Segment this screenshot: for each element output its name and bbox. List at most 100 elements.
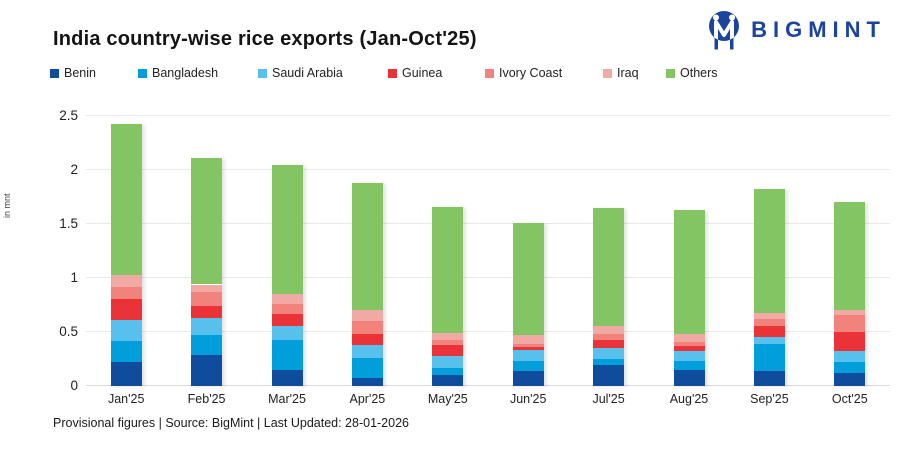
segment-iraq <box>432 333 464 340</box>
legend-label: Others <box>680 66 718 80</box>
segment-saudi-arabia <box>351 344 383 358</box>
legend-label: Bangladesh <box>152 66 219 80</box>
stacked-bar-apr25 <box>351 182 383 386</box>
legend-item-others: Others <box>666 66 718 80</box>
legend-label: Saudi Arabia <box>272 66 343 80</box>
segment-others <box>191 158 223 285</box>
legend-swatch-icon <box>666 68 675 78</box>
y-tick-label: 1.5 <box>59 216 78 231</box>
segment-iraq <box>110 274 142 287</box>
segment-iraq <box>351 310 383 322</box>
gridline-2 <box>86 169 890 170</box>
x-tick-label: May'25 <box>427 392 468 406</box>
segment-ivory-coast <box>593 334 625 340</box>
segment-others <box>593 207 625 326</box>
segment-bangladesh <box>271 339 303 370</box>
y-tick-label: 0.5 <box>59 324 78 339</box>
legend-label: Benin <box>64 66 96 80</box>
segment-bangladesh <box>753 343 785 371</box>
stacked-bar-jan25 <box>110 123 142 386</box>
segment-others <box>673 209 705 335</box>
segment-others <box>432 206 464 334</box>
segment-ivory-coast <box>271 303 303 314</box>
segment-benin <box>593 365 625 386</box>
stacked-bar-jun25 <box>512 222 544 386</box>
legend-label: Iraq <box>617 66 639 80</box>
segment-bangladesh <box>110 340 142 363</box>
x-tick-label: Oct'25 <box>831 392 868 406</box>
segment-saudi-arabia <box>110 320 142 341</box>
legend-swatch-icon <box>138 68 147 78</box>
segment-guinea <box>351 334 383 345</box>
segment-iraq <box>753 312 785 320</box>
segment-benin <box>191 354 223 386</box>
legend-swatch-icon <box>388 68 397 78</box>
legend-item-guinea: Guinea <box>388 66 442 80</box>
segment-benin <box>110 362 142 386</box>
y-axis: 0 0.5 1 1.5 2 2.5 <box>0 108 78 393</box>
x-tick-label: Aug'25 <box>669 392 709 406</box>
footer-note: Provisional figures | Source: BigMint | … <box>53 416 409 430</box>
segment-iraq <box>834 310 866 315</box>
x-tick-label: Jun'25 <box>509 392 547 406</box>
segment-benin <box>432 375 464 386</box>
plot-area <box>86 115 890 386</box>
legend-item-ivory-coast: Ivory Coast <box>485 66 562 80</box>
segment-iraq <box>191 284 223 293</box>
x-tick-label: Sep'25 <box>750 392 789 406</box>
gridline-1.5 <box>86 223 890 224</box>
segment-others <box>351 182 383 311</box>
segment-iraq <box>271 294 303 304</box>
chart-legend: Benin Bangladesh Saudi Arabia Guinea Ivory C… <box>0 66 906 82</box>
legend-item-iraq: Iraq <box>603 66 639 80</box>
segment-bangladesh <box>593 359 625 366</box>
segment-saudi-arabia <box>191 317 223 336</box>
segment-saudi-arabia <box>512 350 544 362</box>
segment-benin <box>271 369 303 386</box>
x-axis: Jan'25 Feb'25 Mar'25 Apr'25 May'25 Jun'25 Jul'… <box>86 392 890 408</box>
segment-guinea <box>271 313 303 326</box>
segment-iraq <box>593 325 625 335</box>
x-tick-label: Jul'25 <box>592 392 625 406</box>
legend-item-bangladesh: Bangladesh <box>138 66 218 80</box>
legend-item-benin: Benin <box>50 66 96 80</box>
legend-label: Ivory Coast <box>499 66 563 80</box>
gridline-2.5 <box>86 115 890 116</box>
legend-item-saudi-arabia: Saudi Arabia <box>258 66 343 80</box>
segment-bangladesh <box>351 357 383 379</box>
segment-guinea <box>673 346 705 352</box>
stacked-bar-jul25 <box>593 207 625 386</box>
y-tick-label: 2.5 <box>59 108 78 123</box>
segment-bangladesh <box>673 361 705 370</box>
gridline-0 <box>86 385 890 386</box>
x-tick-label: Feb'25 <box>187 392 226 406</box>
segment-ivory-coast <box>110 286 142 299</box>
segment-others <box>834 202 866 311</box>
segment-others <box>110 123 142 275</box>
segment-saudi-arabia <box>834 351 866 363</box>
segment-saudi-arabia <box>673 351 705 362</box>
segment-others <box>753 189 785 313</box>
segment-benin <box>753 370 785 386</box>
gridline-1 <box>86 277 890 278</box>
segment-saudi-arabia <box>432 355 464 368</box>
stacked-bar-may25 <box>432 206 464 386</box>
x-tick-label: Apr'25 <box>349 392 386 406</box>
segment-benin <box>834 373 866 386</box>
segment-bangladesh <box>432 367 464 376</box>
segment-ivory-coast <box>512 343 544 348</box>
segment-ivory-coast <box>432 339 464 345</box>
segment-ivory-coast <box>834 314 866 332</box>
page-title: India country-wise rice exports (Jan-Oct… <box>53 28 477 50</box>
stacked-bar-mar25 <box>271 164 303 386</box>
segment-saudi-arabia <box>271 325 303 340</box>
legend-swatch-icon <box>603 68 612 78</box>
y-tick-label: 2 <box>70 162 78 177</box>
segment-bangladesh <box>834 362 866 374</box>
gridline-0.5 <box>86 331 890 332</box>
y-tick-label: 0 <box>70 378 78 393</box>
legend-swatch-icon <box>50 68 59 78</box>
segment-saudi-arabia <box>753 337 785 344</box>
segment-guinea <box>753 325 785 338</box>
